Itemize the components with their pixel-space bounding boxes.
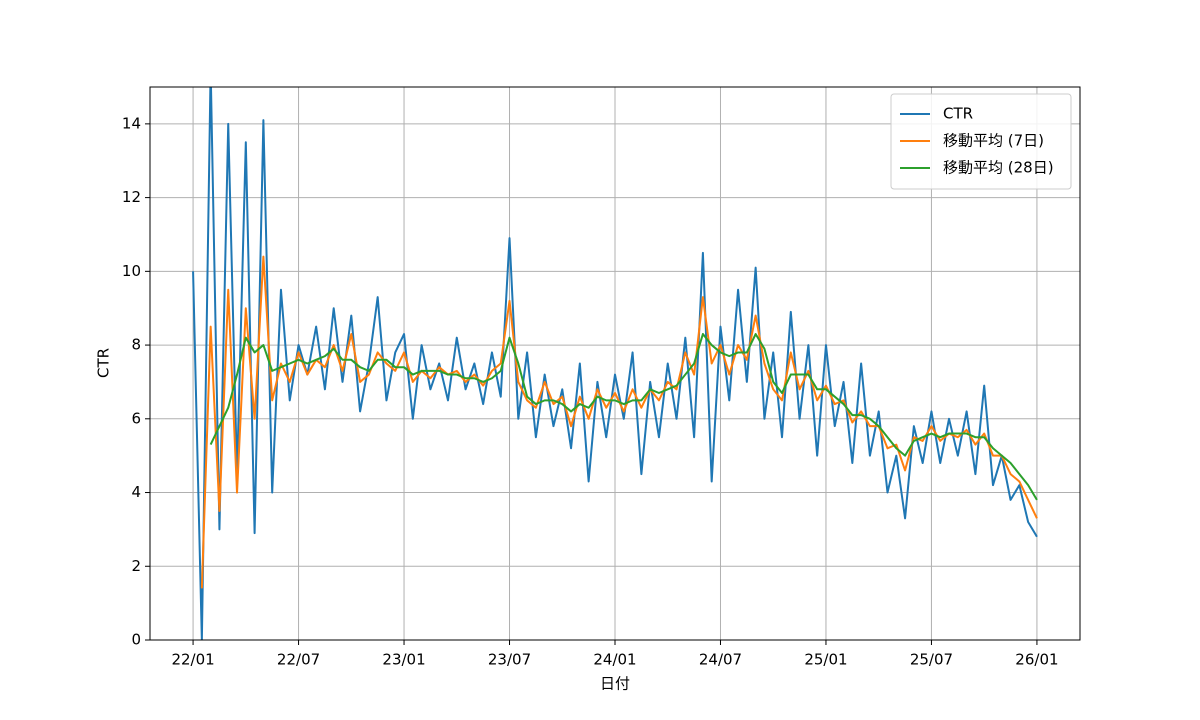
plot-area: [192, 87, 1038, 640]
x-axis-label: 日付: [600, 675, 630, 693]
x-tick-label: 24/07: [699, 651, 742, 669]
legend-label: 移動平均 (28日): [943, 159, 1054, 177]
ticks: 0 2 4 6 8 10 12 14 22/01 22/07 23/01 23/07 24/01 24/0…: [122, 114, 1059, 668]
series-line: [192, 87, 1038, 640]
y-axis-label: CTR: [95, 348, 113, 378]
y-tick-label: 12: [122, 188, 141, 206]
y-tick-label: 2: [131, 557, 141, 575]
legend-label: 移動平均 (7日): [943, 132, 1044, 150]
grid: [150, 87, 1080, 641]
y-tick-label: 14: [122, 114, 141, 132]
y-tick-label: 10: [122, 262, 141, 280]
x-tick-label: 22/01: [171, 651, 214, 669]
y-tick-label: 4: [131, 483, 141, 501]
series-line: [209, 333, 1038, 501]
x-tick-label: 25/01: [804, 651, 847, 669]
legend: CTR 移動平均 (7日) 移動平均 (28日): [890, 93, 1072, 190]
y-tick-label: 8: [131, 336, 141, 354]
x-tick-label: 22/07: [277, 651, 320, 669]
legend-label: CTR: [943, 105, 973, 123]
x-tick-label: 25/07: [910, 651, 953, 669]
x-tick-label: 26/01: [1015, 651, 1058, 669]
y-tick-label: 6: [131, 409, 141, 427]
x-tick-label: 23/07: [488, 651, 531, 669]
legend-box: [890, 93, 1072, 190]
x-tick-label: 23/01: [382, 651, 425, 669]
x-tick-label: 24/01: [593, 651, 636, 669]
y-tick-label: 0: [131, 631, 141, 649]
